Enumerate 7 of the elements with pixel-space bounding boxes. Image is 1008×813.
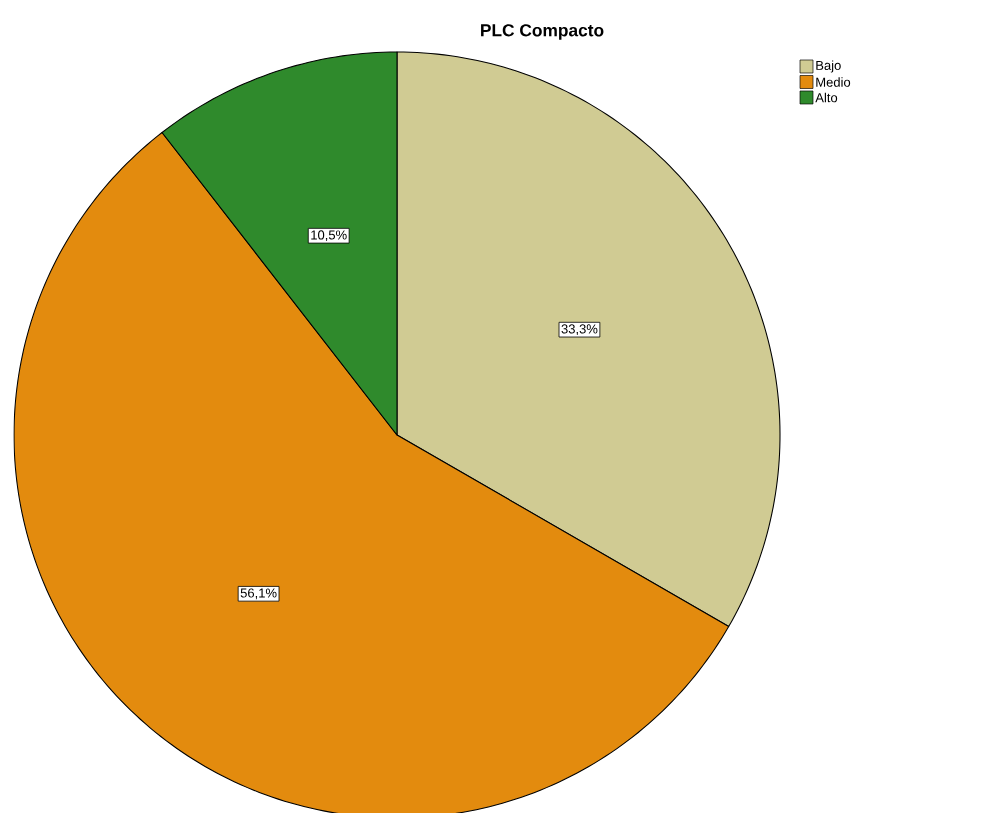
chart-title: PLC Compacto <box>481 24 604 40</box>
data-label: 56,1% <box>240 588 277 600</box>
legend-label: Alto <box>815 92 838 103</box>
data-label: 10,5% <box>311 230 347 242</box>
data-label: 33,3% <box>561 324 598 336</box>
legend-label: Bajo <box>816 60 841 73</box>
legend-label: Medio <box>816 77 851 87</box>
